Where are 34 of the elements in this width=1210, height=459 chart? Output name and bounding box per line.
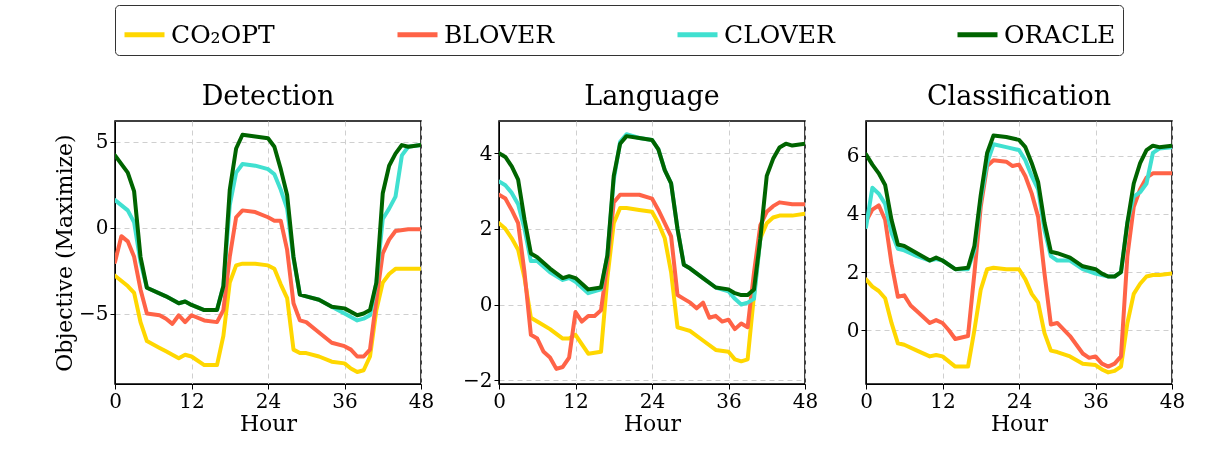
x-tick-label: 48 bbox=[408, 388, 435, 413]
y-tick-label: 0 bbox=[479, 292, 493, 317]
legend-label: CO₂OPT bbox=[171, 19, 275, 49]
x-tick-label: 24 bbox=[1006, 388, 1033, 413]
y-tick-label: 0 bbox=[95, 215, 109, 240]
chart-title: Classification bbox=[926, 80, 1112, 111]
y-tick-label: 2 bbox=[846, 259, 860, 284]
legend-label: ORACLE bbox=[1004, 19, 1116, 49]
y-tick-label: 4 bbox=[846, 201, 860, 226]
y-tick-label: −2 bbox=[463, 367, 493, 392]
x-axis-title: Hour bbox=[990, 410, 1049, 436]
x-tick-label: 12 bbox=[930, 388, 956, 413]
legend-label: CLOVER bbox=[724, 19, 837, 49]
x-tick-label: 24 bbox=[255, 388, 282, 413]
x-tick-label: 24 bbox=[639, 388, 666, 413]
x-axis-title: Hour bbox=[623, 410, 682, 436]
y-tick-label: 4 bbox=[479, 140, 493, 165]
x-tick-label: 36 bbox=[716, 388, 742, 413]
x-tick-label: 36 bbox=[1083, 388, 1109, 413]
y-tick-label: 6 bbox=[846, 143, 860, 168]
y-tick-label: −5 bbox=[79, 301, 109, 326]
x-tick-label: 36 bbox=[332, 388, 358, 413]
x-tick-label: 12 bbox=[179, 388, 205, 413]
y-tick-label: 0 bbox=[846, 317, 860, 342]
x-tick-label: 48 bbox=[792, 388, 819, 413]
x-axis-title: Hour bbox=[239, 410, 298, 436]
x-tick-label: 12 bbox=[563, 388, 589, 413]
chart-title: Language bbox=[584, 80, 720, 111]
legend-label: BLOVER bbox=[444, 19, 556, 49]
y-tick-label: 5 bbox=[95, 129, 109, 154]
chart-title: Detection bbox=[201, 80, 335, 111]
y-tick-label: 2 bbox=[479, 216, 493, 241]
x-tick-label: 48 bbox=[1159, 388, 1186, 413]
y-axis-title: Objective (Maximize) bbox=[52, 134, 78, 372]
